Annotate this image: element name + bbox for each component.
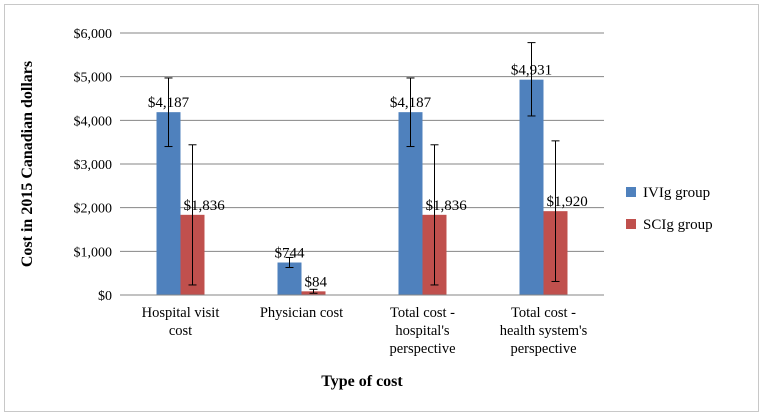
x-category-line: perspective bbox=[510, 341, 576, 357]
data-label: $84 bbox=[305, 274, 328, 290]
x-axis-categories: Hospital visit cost Physician cost Total co… bbox=[142, 305, 588, 357]
legend-swatch-scig bbox=[626, 219, 636, 229]
x-category-label: Total cost - health system's perspective bbox=[500, 305, 588, 357]
data-label: $1,836 bbox=[184, 198, 226, 214]
y-axis-title: Cost in 2015 Canadian dollars bbox=[19, 61, 36, 267]
x-category-line: cost bbox=[169, 323, 192, 339]
data-label: $1,920 bbox=[547, 194, 588, 210]
legend: IVIg group SCIg group bbox=[626, 185, 713, 233]
x-category-line: hospital's bbox=[395, 323, 450, 339]
x-category-line: Total cost - bbox=[390, 305, 455, 321]
bars bbox=[156, 79, 568, 296]
x-category-line: Total cost - bbox=[511, 305, 576, 321]
y-axis-ticks: $0 $1,000 $2,000 $3,000 $4,000 $5,000 $6,000 bbox=[74, 27, 113, 304]
legend-swatch-ivig bbox=[626, 187, 636, 197]
legend-label-scig: SCIg group bbox=[643, 217, 713, 233]
y-tick-label: $0 bbox=[98, 289, 112, 304]
y-tick-label: $4,000 bbox=[74, 114, 113, 129]
error-bars bbox=[164, 42, 560, 294]
x-category-line: health system's bbox=[500, 323, 588, 339]
x-category-line: Physician cost bbox=[260, 305, 343, 321]
x-category-label: Hospital visit cost bbox=[142, 305, 220, 339]
data-label: $4,187 bbox=[390, 95, 432, 111]
y-tick-label: $3,000 bbox=[74, 158, 113, 173]
legend-label-ivig: IVIg group bbox=[643, 185, 710, 201]
data-label: $4,187 bbox=[148, 95, 190, 111]
x-category-line: Hospital visit bbox=[142, 305, 220, 321]
data-label: $4,931 bbox=[511, 63, 552, 79]
data-label: $744 bbox=[275, 246, 306, 262]
x-category-line: perspective bbox=[389, 341, 455, 357]
y-tick-label: $2,000 bbox=[74, 202, 113, 217]
x-category-label: Physician cost bbox=[260, 305, 343, 321]
data-labels: $4,187 $744 $4,187 $4,931 $1,836 $84 $1,836 $1,… bbox=[148, 63, 588, 291]
y-tick-label: $6,000 bbox=[74, 27, 113, 42]
x-category-label: Total cost - hospital's perspective bbox=[389, 305, 455, 357]
y-tick-label: $5,000 bbox=[74, 71, 113, 86]
data-label: $1,836 bbox=[426, 198, 468, 214]
y-tick-label: $1,000 bbox=[74, 245, 113, 260]
x-axis-title: Type of cost bbox=[321, 373, 403, 390]
